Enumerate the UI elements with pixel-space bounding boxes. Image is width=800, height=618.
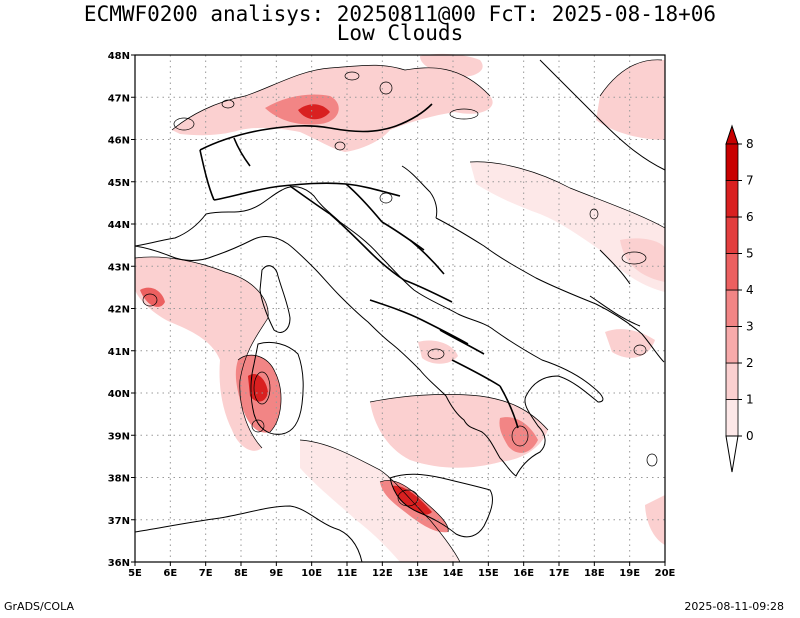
coast-north-africa — [134, 505, 363, 563]
cloud-region-ne — [596, 59, 665, 140]
colorbar-segment — [725, 326, 739, 364]
tick-label-lon: 10E — [301, 568, 322, 579]
colorbar-label: 4 — [746, 283, 754, 297]
tick-label-lat: 40N — [108, 389, 130, 400]
colorbar-label: 5 — [746, 247, 754, 261]
longitude-ticks: 5E 6E 7E 8E 9E 10E 11E 12E 13E 14E 15E 16E 17E 18E 19E… — [128, 562, 676, 579]
tick-label-lon: 6E — [163, 568, 177, 579]
colorbar-segment — [725, 180, 739, 218]
colorbar-segment — [725, 216, 739, 254]
colorbar-label: 2 — [746, 356, 754, 370]
colorbar-label: 0 — [746, 429, 754, 443]
colorbar-segment — [725, 289, 739, 327]
tick-label-lon: 15E — [478, 568, 499, 579]
tick-label-lat: 43N — [108, 262, 130, 273]
colorbar-label: 7 — [746, 174, 754, 188]
tick-label-lon: 17E — [549, 568, 570, 579]
coast-sardinia — [250, 341, 304, 435]
colorbar-segment — [725, 143, 739, 181]
cloud-fills — [135, 53, 665, 562]
colorbar-label: 8 — [746, 137, 754, 151]
tick-label-lat: 41N — [108, 347, 130, 358]
tick-label-lon: 14E — [443, 568, 464, 579]
border-alps — [199, 103, 433, 151]
chart-subtitle: Low Clouds — [336, 21, 464, 45]
border-regions-central — [329, 213, 405, 281]
tick-label-lat: 45N — [108, 178, 130, 189]
colorbar-segment — [725, 362, 739, 400]
colorbar-segment — [725, 399, 739, 437]
tick-label-lat: 36N — [108, 558, 130, 569]
colorbar-segment — [725, 253, 739, 291]
colorbar-label: 1 — [746, 393, 754, 407]
coast-adriatic-east — [435, 217, 665, 363]
coast-sicily — [389, 473, 493, 538]
cloud-region-tyrrhenian-west — [135, 256, 269, 451]
cloud-region-alps-core2 — [298, 104, 330, 120]
tick-label-lon: 18E — [584, 568, 605, 579]
tick-label-lon: 16E — [513, 568, 534, 579]
coast-corsica — [259, 265, 291, 333]
tick-label-lat: 46N — [108, 136, 130, 147]
cloud-region-balkans — [470, 161, 665, 292]
tick-label-lat: 42N — [108, 305, 130, 316]
footer-credit: GrADS/COLA — [4, 600, 74, 613]
cloud-region-south — [300, 440, 460, 562]
colorbar: 0 1 2 3 4 5 6 7 8 — [725, 124, 754, 473]
tick-label-lon: 9E — [269, 568, 283, 579]
tick-label-lon: 7E — [199, 568, 213, 579]
colorbar-label: 6 — [746, 210, 754, 224]
coastlines — [134, 59, 666, 563]
tick-label-lat: 48N — [108, 51, 130, 62]
coast-italy — [134, 186, 604, 477]
tick-label-lon: 13E — [407, 568, 428, 579]
political-borders — [199, 103, 519, 429]
border-regions-north — [213, 182, 401, 201]
tick-label-lat: 38N — [108, 474, 130, 485]
latitude-ticks: 36N 37N 38N 39N 40N 41N 42N 43N 44N 45N 46N 47N 48N — [108, 51, 135, 569]
tick-label-lat: 37N — [108, 516, 130, 527]
tick-label-lon: 11E — [337, 568, 358, 579]
tick-label-lon: 12E — [372, 568, 393, 579]
footer-timestamp: 2025-08-11-09:28 — [684, 600, 784, 613]
tick-label-lon: 19E — [619, 568, 640, 579]
chart-title: ECMWF0200 analisys: 20250811@00 FcT: 202… — [83, 2, 717, 26]
tick-label-lat: 47N — [108, 93, 130, 104]
tick-label-lat: 44N — [108, 220, 130, 231]
tick-label-lon: 8E — [234, 568, 248, 579]
contour-lines — [134, 59, 666, 563]
tick-label-lon: 20E — [655, 568, 676, 579]
tick-label-lon: 5E — [128, 568, 142, 579]
colorbar-top-arrow — [725, 124, 739, 145]
colorbar-label: 3 — [746, 320, 754, 334]
tick-label-lat: 39N — [108, 431, 130, 442]
colorbar-bottom-arrow — [725, 435, 739, 473]
